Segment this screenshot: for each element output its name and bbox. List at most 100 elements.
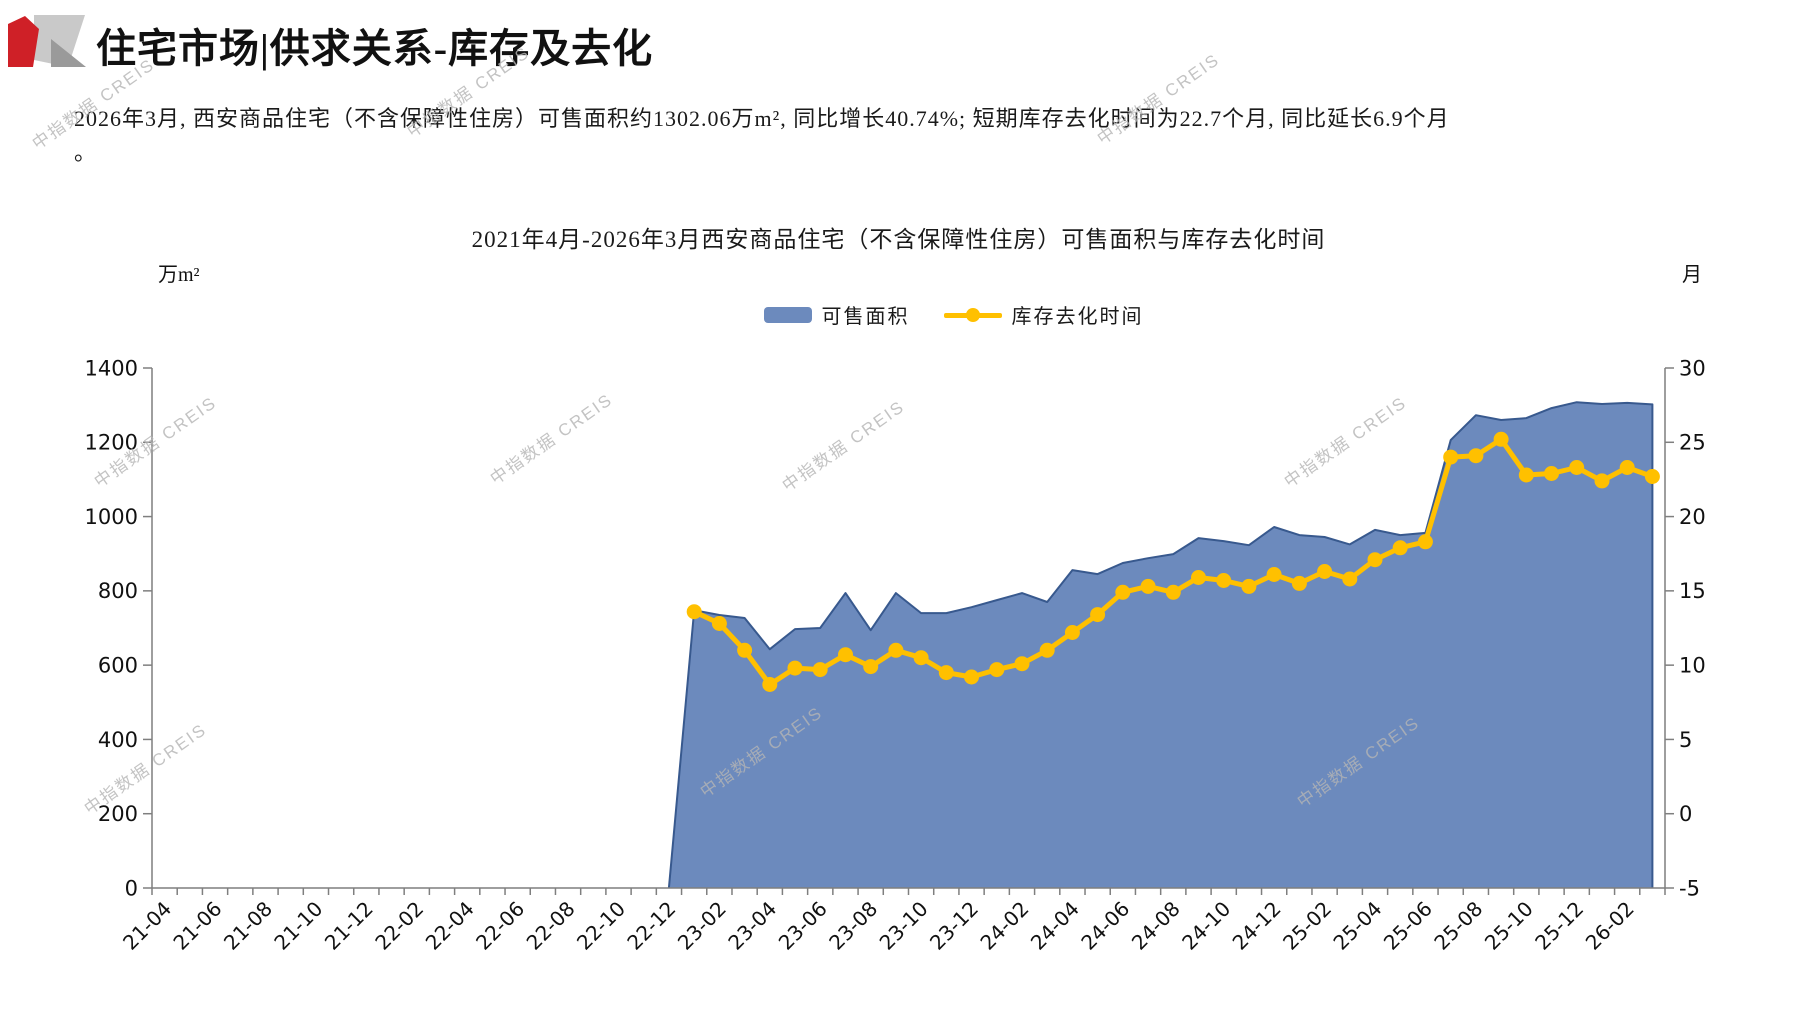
creis-logo-icon xyxy=(8,15,86,67)
line-series-marker xyxy=(1216,573,1232,588)
summary-line-2: 。 xyxy=(74,140,98,166)
x-axis-tick-label: 25-04 xyxy=(1328,897,1386,955)
line-series-marker xyxy=(1417,534,1433,550)
line-series-marker xyxy=(964,669,979,685)
logo-red-shape xyxy=(8,16,39,67)
right-axis-tick-label: 15 xyxy=(1679,579,1706,603)
x-axis-tick-label: 21-06 xyxy=(168,897,226,955)
left-axis-unit: 万m² xyxy=(158,264,200,286)
x-axis-tick-label: 22-06 xyxy=(471,897,529,955)
area-swatch-icon xyxy=(763,306,812,323)
x-axis-tick-label: 22-04 xyxy=(421,897,479,955)
line-series-marker xyxy=(989,662,1005,678)
line-series-marker xyxy=(762,677,778,692)
right-axis-tick-label: 25 xyxy=(1679,431,1706,455)
x-axis-tick-label: 23-10 xyxy=(875,897,933,955)
x-axis-tick-label: 24-02 xyxy=(975,897,1033,955)
line-series-marker xyxy=(1291,575,1307,591)
line-series-marker xyxy=(1014,656,1030,672)
line-series-marker xyxy=(1241,578,1257,594)
line-series-marker xyxy=(1064,625,1080,640)
line-series-marker xyxy=(1090,607,1106,623)
right-axis-tick-label: -5 xyxy=(1679,876,1700,900)
line-series-marker xyxy=(1493,431,1509,447)
left-axis-tick-label: 1000 xyxy=(85,505,138,529)
x-axis-tick-label: 22-08 xyxy=(522,897,580,955)
x-axis-tick-label: 22-02 xyxy=(370,897,428,955)
chart-title: 2021年4月-2026年3月西安商品住宅（不含保障性住房）可售面积与库存去化时… xyxy=(471,227,1326,252)
x-axis-tick-label: 23-02 xyxy=(673,897,731,955)
line-series-marker xyxy=(1569,460,1585,475)
summary-line-1: 2026年3月, 西安商品住宅（不含保障性住房）可售面积约1302.06万m²,… xyxy=(74,106,1450,131)
right-axis-tick-label: 5 xyxy=(1679,728,1692,752)
left-axis-tick-label: 600 xyxy=(98,653,138,677)
left-axis-tick-label: 0 xyxy=(125,876,138,900)
x-axis-tick-label: 24-10 xyxy=(1177,897,1235,955)
x-axis-tick-label: 22-12 xyxy=(622,897,680,955)
line-series-marker xyxy=(1266,567,1282,582)
line-series-marker xyxy=(863,659,879,675)
line-series-marker xyxy=(737,642,753,658)
line-series-marker xyxy=(1140,578,1156,594)
line-series-marker xyxy=(1619,460,1635,475)
x-axis-tick-label: 25-02 xyxy=(1278,897,1336,955)
line-swatch-icon xyxy=(943,307,1002,323)
x-axis-tick-label: 21-08 xyxy=(219,897,277,955)
summary-paragraph: 2026年3月, 西安商品住宅（不含保障性住房）可售面积约1302.06万m²,… xyxy=(74,102,1734,170)
line-series-marker xyxy=(1392,540,1408,556)
left-axis-tick-label: 800 xyxy=(98,579,138,603)
logo-gray-dark-shape xyxy=(51,39,86,67)
line-series-marker xyxy=(888,642,904,658)
x-axis-tick-label: 21-04 xyxy=(118,897,176,955)
line-series-marker xyxy=(812,662,828,678)
line-series-marker xyxy=(1165,584,1181,600)
line-series-marker xyxy=(787,660,803,676)
page-title: 住宅市场|供求关系-库存及去化 xyxy=(96,26,654,71)
x-axis-tick-label: 26-02 xyxy=(1581,897,1639,955)
right-axis-tick-label: 0 xyxy=(1679,802,1692,826)
line-series-marker xyxy=(1191,570,1206,585)
line-series-marker xyxy=(913,650,929,666)
left-axis-tick-label: 1200 xyxy=(85,431,138,455)
line-series-marker xyxy=(1367,552,1383,568)
x-axis-tick-label: 21-12 xyxy=(320,897,378,955)
area-series-fill xyxy=(668,402,1653,888)
logo-gray-light-shape xyxy=(34,15,85,67)
line-series-marker xyxy=(1594,473,1610,489)
x-axis-tick-label: 25-08 xyxy=(1429,897,1487,955)
x-axis-tick-label: 22-10 xyxy=(572,897,630,955)
legend-item-area: 可售面积 xyxy=(763,300,910,329)
line-series-marker xyxy=(711,616,727,631)
left-axis-tick-label: 200 xyxy=(98,802,138,826)
line-series-marker xyxy=(1039,642,1055,658)
legend-label-line: 库存去化时间 xyxy=(1011,306,1144,328)
x-axis-tick-label: 24-12 xyxy=(1228,897,1286,955)
right-axis-unit: 月 xyxy=(1682,264,1702,286)
chart-legend: 可售面积 库存去化时间 xyxy=(763,300,1144,329)
x-axis-tick-label: 25-10 xyxy=(1480,897,1538,955)
x-axis-tick-label: 23-04 xyxy=(723,897,781,955)
line-series-marker xyxy=(1115,584,1131,600)
line-series-marker xyxy=(1317,564,1333,579)
x-axis-tick-label: 23-08 xyxy=(824,897,882,955)
right-axis-tick-label: 10 xyxy=(1679,653,1706,677)
line-series-marker xyxy=(1518,467,1534,483)
line-series-marker xyxy=(1443,449,1459,465)
right-axis-tick-label: 20 xyxy=(1679,505,1706,529)
area-series-outline xyxy=(667,401,1654,889)
line-series-marker xyxy=(686,604,702,620)
x-axis-tick-label: 23-12 xyxy=(925,897,983,955)
line-series-marker xyxy=(938,665,954,681)
x-axis-tick-label: 24-06 xyxy=(1076,897,1134,955)
line-series-marker xyxy=(1644,469,1660,484)
legend-label-area: 可售面积 xyxy=(821,306,910,328)
line-series-marker xyxy=(1342,571,1358,587)
legend-item-line: 库存去化时间 xyxy=(943,300,1144,329)
left-axis-tick-label: 1400 xyxy=(85,356,138,380)
line-series-marker xyxy=(838,647,853,663)
line-series-marker xyxy=(1468,448,1484,464)
left-axis-tick-label: 400 xyxy=(98,728,138,752)
x-axis-tick-label: 24-04 xyxy=(1026,897,1084,955)
